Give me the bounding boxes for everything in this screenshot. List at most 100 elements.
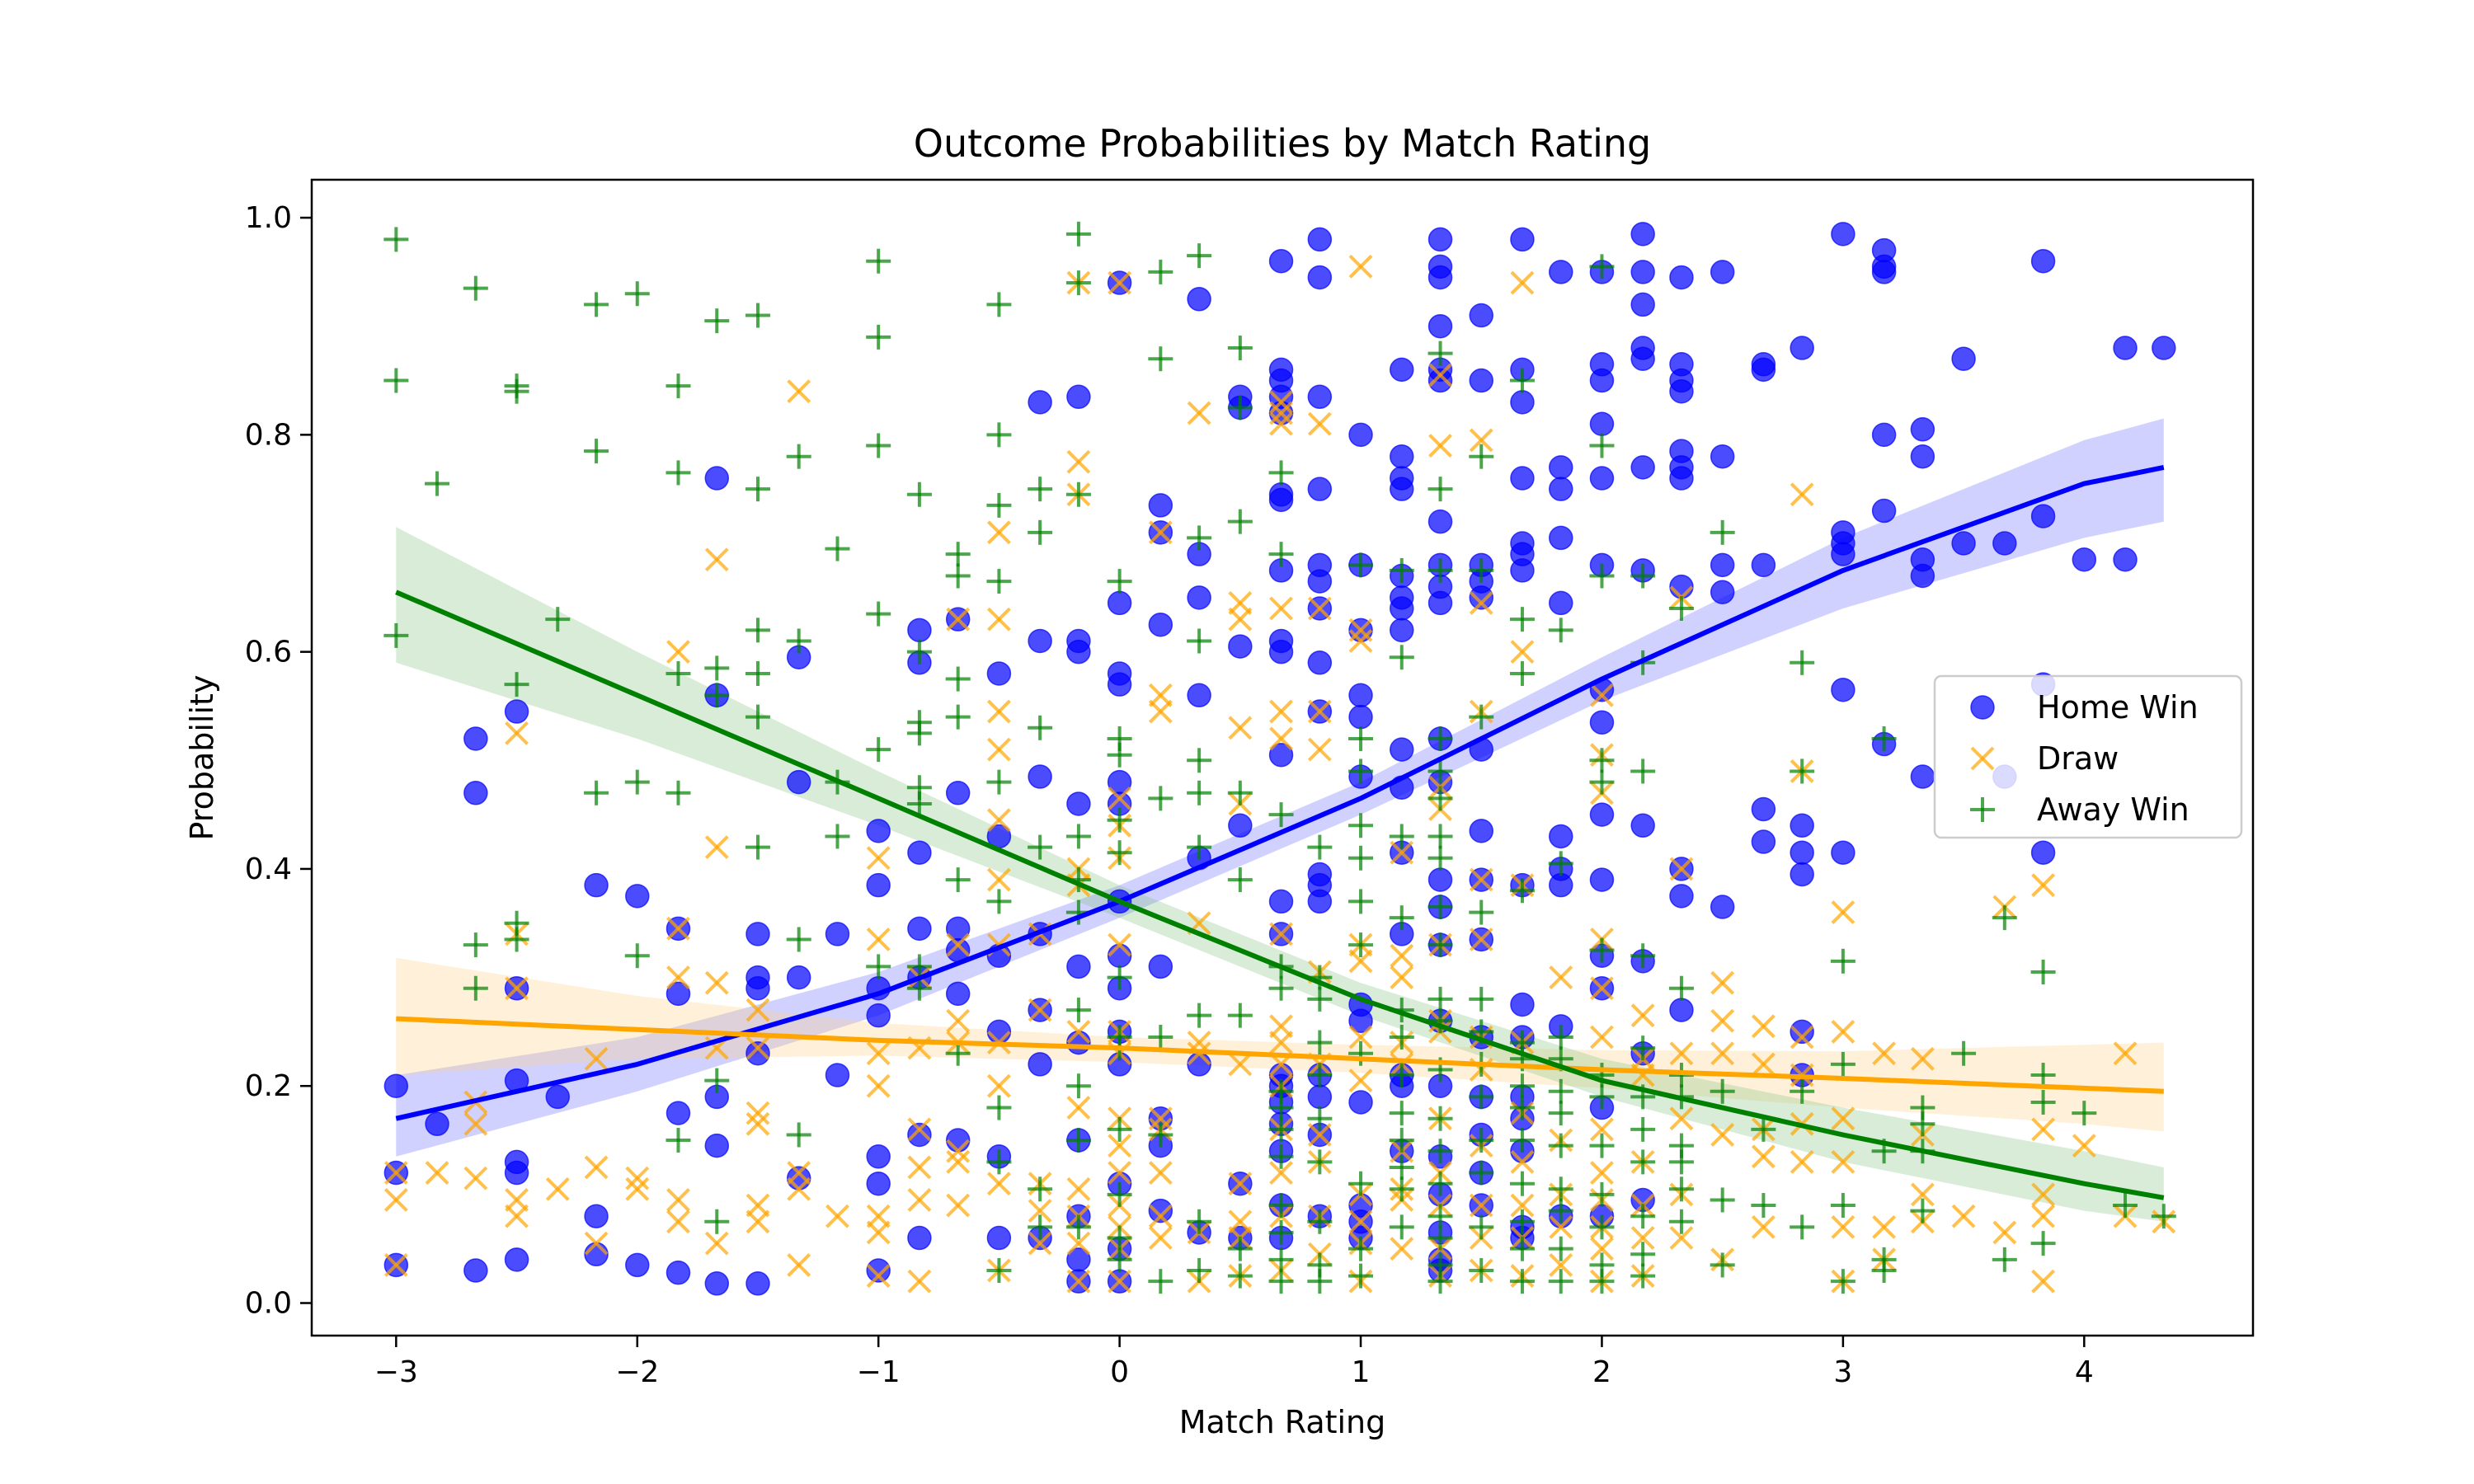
home-win-point <box>584 872 609 898</box>
away-win-point <box>1469 557 1494 583</box>
away-win-point <box>1910 1111 1935 1137</box>
draw-point-stroke <box>383 1253 408 1277</box>
draw-point <box>1590 1161 1614 1185</box>
away-win-point <box>786 1122 811 1148</box>
away-win-point <box>1427 986 1453 1012</box>
draw-point <box>1630 1226 1655 1250</box>
draw-point <box>986 607 1011 632</box>
draw-point-stroke <box>986 808 1011 833</box>
away-win-point <box>1389 824 1414 849</box>
draw-point-stroke <box>1269 401 1293 425</box>
draw-point <box>1307 596 1332 621</box>
away-win-point <box>906 721 932 746</box>
draw-point <box>505 721 529 745</box>
home-win-point <box>666 1101 691 1125</box>
draw-point-stroke <box>1269 596 1293 621</box>
away-win-point <box>945 704 971 730</box>
home-win-point <box>907 1122 932 1148</box>
away-win-point <box>1589 1181 1615 1207</box>
home-win-point <box>1630 260 1655 284</box>
draw-point-stroke <box>1269 699 1293 724</box>
away-win-point <box>1227 780 1253 805</box>
draw-point <box>1710 970 1735 995</box>
away-win-point <box>1548 1078 1573 1104</box>
draw-point-stroke <box>866 928 891 951</box>
away-win-point <box>945 666 971 692</box>
draw-point-stroke <box>1751 1214 1776 1239</box>
away-win-point <box>1509 1269 1535 1294</box>
away-win-point <box>1107 742 1132 768</box>
draw-point <box>946 1008 971 1033</box>
home-win-point <box>986 1019 1012 1045</box>
draw-point <box>1108 1161 1132 1185</box>
draw-point-stroke <box>1148 1106 1173 1131</box>
away-win-point <box>1268 1219 1294 1245</box>
draw-point-stroke <box>745 1111 770 1136</box>
home-win-point <box>1469 585 1493 610</box>
away-win-point <box>666 460 691 486</box>
home-win-point <box>1589 710 1615 735</box>
draw-point <box>1269 699 1293 724</box>
draw-point-stroke <box>1428 434 1452 458</box>
draw-point <box>463 1166 488 1190</box>
draw-point <box>1790 482 1814 507</box>
away-win-point <box>866 324 891 350</box>
home-win-point <box>1389 737 1414 762</box>
home-win-point <box>1268 639 1294 665</box>
home-win-point <box>1510 992 1535 1017</box>
away-win-point <box>1427 895 1453 920</box>
draw-point-stroke <box>907 1117 932 1142</box>
draw-point-stroke <box>946 932 971 957</box>
home-win-point <box>2113 336 2138 360</box>
draw-point <box>1549 1214 1573 1239</box>
draw-point <box>1751 1052 1776 1077</box>
draw-point-stroke <box>745 1036 770 1060</box>
draw-point-stroke <box>986 699 1011 724</box>
draw-point <box>1228 716 1253 740</box>
draw-point-stroke <box>1228 607 1253 632</box>
draw-point <box>584 1231 609 1256</box>
away-win-point <box>1589 1084 1615 1110</box>
away-win-point <box>666 660 691 686</box>
draw-point <box>704 835 729 860</box>
draw-point-stroke <box>1148 1204 1173 1228</box>
draw-point-stroke <box>1269 922 1293 946</box>
draw-point <box>1108 786 1132 810</box>
away-win-point <box>704 1068 730 1093</box>
home-win-point <box>1910 444 1935 469</box>
draw-point <box>666 640 690 665</box>
draw-point <box>1269 922 1293 946</box>
away-win-point <box>1427 824 1453 849</box>
home-win-point <box>1268 742 1294 768</box>
home-win-point <box>1066 639 1091 665</box>
away-win-point <box>745 704 770 730</box>
draw-point <box>1469 867 1493 892</box>
away-win-point <box>986 889 1012 914</box>
draw-point <box>986 699 1011 724</box>
home-win-point <box>1348 704 1373 730</box>
away-win-point <box>1509 1128 1535 1153</box>
away-win-point <box>1268 1193 1294 1219</box>
home-win-point <box>704 1271 730 1296</box>
draw-point-stroke <box>463 1166 488 1190</box>
legend-label: Draw <box>2037 740 2119 777</box>
draw-point-stroke <box>986 1073 1011 1098</box>
away-win-point <box>1427 477 1453 502</box>
draw-point <box>986 867 1011 892</box>
away-win-point <box>1871 1258 1897 1284</box>
home-win-point <box>1790 862 1814 887</box>
draw-point <box>866 1041 891 1066</box>
x-tick-label: 4 <box>2075 1355 2094 1389</box>
draw-point-stroke <box>2031 873 2056 898</box>
home-win-point <box>1307 227 1333 252</box>
away-win-point <box>1710 1078 1735 1104</box>
away-win-point <box>1871 726 1897 751</box>
home-win-point <box>1510 466 1535 491</box>
draw-point-stroke <box>1108 270 1132 295</box>
away-win-point <box>1028 834 1053 860</box>
y-axis-ticks: 0.0 0.2 0.4 0.6 0.8 1.0 <box>245 201 312 1321</box>
away-win-point <box>986 769 1012 795</box>
home-win-point <box>1548 590 1573 616</box>
draw-point <box>2031 873 2056 898</box>
draw-point <box>1831 900 1856 925</box>
